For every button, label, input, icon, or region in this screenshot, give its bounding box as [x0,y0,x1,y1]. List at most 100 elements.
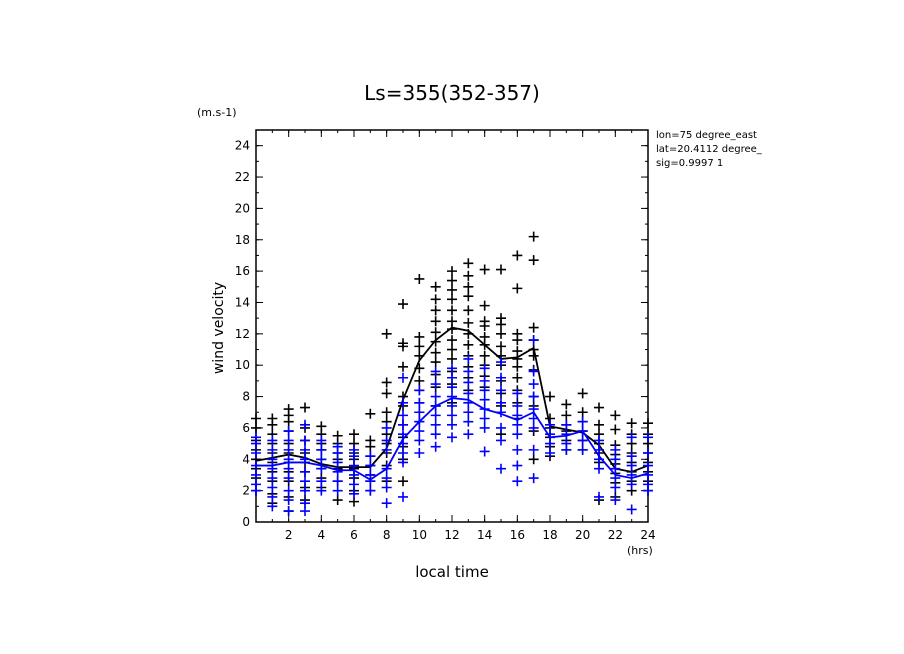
data-point [414,435,425,446]
data-point [430,327,441,338]
data-point [430,316,441,327]
x-tick-label: 14 [477,528,492,542]
data-point [626,418,637,429]
data-point [463,366,474,377]
y-tick-label: 24 [235,139,250,153]
x-tick-label: 4 [318,528,326,542]
mean-line [256,397,649,481]
data-point [316,454,327,465]
data-point [430,379,441,390]
data-point [463,388,474,399]
data-point [447,432,457,443]
data-point [528,473,539,484]
data-point [381,388,392,399]
data-point [349,460,359,471]
data-point [365,460,376,471]
data-point [398,299,408,310]
data-point [512,419,523,430]
data-point [398,361,408,372]
data-point [349,429,359,440]
data-point [463,258,474,269]
data-point [512,361,523,372]
data-point [300,476,310,487]
data-point [414,397,425,408]
data-point [430,305,441,316]
data-point [577,416,588,427]
data-point [528,322,539,333]
data-point [463,281,474,292]
data-point [479,375,490,386]
annotation-lat: lat=20.4112 degree_ [656,144,763,155]
data-point [381,444,392,455]
data-point [479,363,490,374]
data-point [479,446,490,457]
data-point [283,495,294,506]
data-point [528,231,539,242]
data-point [398,491,408,502]
data-point [528,379,539,390]
data-point [267,419,278,430]
data-point [610,482,621,493]
data-point [479,350,490,361]
data-point [365,408,376,419]
data-point [577,388,588,399]
x-tick-label: 18 [542,528,557,542]
data-point [594,402,604,413]
data-point [430,281,441,292]
data-point [267,435,278,446]
data-point [626,460,637,471]
data-point [577,444,588,455]
data-point [283,506,294,517]
data-point [643,432,653,443]
annotation-lon: lon=75 degree_east [656,130,757,141]
data-point [332,476,343,487]
data-point [414,448,425,459]
data-point [496,341,506,352]
data-point [594,435,604,446]
data-point [381,422,392,433]
data-point [594,419,604,430]
data-point [381,328,392,339]
data-point [300,402,310,413]
data-point [447,382,457,393]
data-point [251,448,261,459]
data-point [626,451,637,462]
data-point [447,266,457,277]
data-point [447,372,457,383]
data-point [447,305,457,316]
data-point [300,435,310,446]
x-tick-label: 16 [510,528,525,542]
data-point [545,391,555,402]
data-point [316,476,327,487]
data-point [528,454,539,465]
data-point [479,300,490,311]
data-point [512,460,523,471]
data-point [463,377,474,388]
data-point [283,435,294,446]
data-point [267,454,278,465]
y-tick-label: 2 [242,484,250,498]
data-point [414,407,425,418]
data-point [479,264,490,275]
y-tick-label: 22 [235,170,250,184]
data-point [626,504,637,515]
data-point [316,444,327,455]
data-point [463,270,474,281]
data-marks [251,231,653,517]
data-point [512,335,523,346]
data-point [398,372,408,383]
data-point [300,444,310,455]
data-point [594,463,604,474]
data-point [528,366,539,377]
data-point [447,275,457,286]
x-tick-label: 12 [444,528,459,542]
data-point [594,491,604,502]
data-point [332,495,343,506]
data-point [283,473,294,484]
data-point [381,435,392,446]
data-point [365,485,376,496]
x-axis-label: local time [415,563,489,581]
data-point [447,391,457,402]
data-point [316,435,327,446]
